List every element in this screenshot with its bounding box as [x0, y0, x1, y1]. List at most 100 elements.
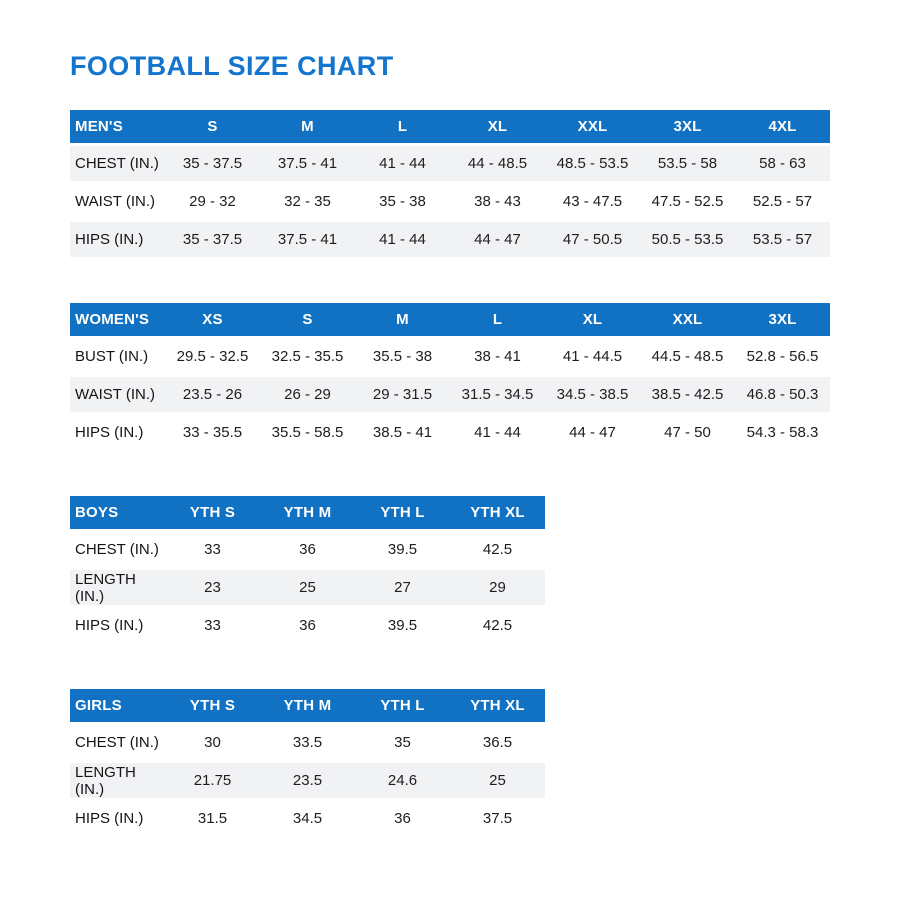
boys-cell-value: 23: [165, 570, 260, 605]
womens-row-label: BUST (IN.): [70, 339, 165, 374]
mens-cell-value: 37.5 - 41: [260, 222, 355, 257]
womens-cell-value: 38 - 41: [450, 339, 545, 374]
boys-cell-value: 25: [260, 570, 355, 605]
womens-cell-value: 35.5 - 58.5: [260, 415, 355, 450]
boys-cell-value: 39.5: [355, 608, 450, 643]
womens-cell-value: 32.5 - 35.5: [260, 339, 355, 374]
mens-cell-value: 35 - 37.5: [165, 222, 260, 257]
boys-cell-value: 33: [165, 532, 260, 567]
mens-col-xxl: XXL: [545, 110, 640, 143]
girls-cell-value: 21.75: [165, 763, 260, 798]
mens-cell-value: 41 - 44: [355, 222, 450, 257]
boys-cell-value: 29: [450, 570, 545, 605]
mens-row-label: WAIST (IN.): [70, 184, 165, 219]
girls-row-label: LENGTH (IN.): [70, 763, 165, 798]
tables-container: MEN'S S M L XL XXL 3XL 4XL CHEST (IN.) 35 - 37.5 3…: [70, 107, 900, 839]
mens-cell-value: 32 - 35: [260, 184, 355, 219]
boys-cell-value: 39.5: [355, 532, 450, 567]
girls-cell-value: 24.6: [355, 763, 450, 798]
womens-cell-value: 52.8 - 56.5: [735, 339, 830, 374]
womens-cell-value: 46.8 - 50.3: [735, 377, 830, 412]
mens-col-s: S: [165, 110, 260, 143]
mens-cell-value: 44 - 47: [450, 222, 545, 257]
womens-cell-value: 41 - 44: [450, 415, 545, 450]
womens-cell-value: 26 - 29: [260, 377, 355, 412]
mens-cell-value: 53.5 - 57: [735, 222, 830, 257]
mens-cell-value: 50.5 - 53.5: [640, 222, 735, 257]
mens-cell-value: 41 - 44: [355, 146, 450, 181]
womens-row-label: HIPS (IN.): [70, 415, 165, 450]
womens-cell-value: 44.5 - 48.5: [640, 339, 735, 374]
girls-table-title: GIRLS: [70, 689, 165, 722]
womens-row-1: BUST (IN.) 29.5 - 32.5 32.5 - 35.5 35.5 - 3…: [70, 339, 830, 374]
womens-cell-value: 44 - 47: [545, 415, 640, 450]
mens-cell-value: 43 - 47.5: [545, 184, 640, 219]
girls-cell-value: 34.5: [260, 801, 355, 836]
girls-cell-value: 31.5: [165, 801, 260, 836]
boys-row-1: CHEST (IN.) 33 36 39.5 42.5: [70, 532, 545, 567]
womens-cell-value: 38.5 - 42.5: [640, 377, 735, 412]
mens-table-title: MEN'S: [70, 110, 165, 143]
mens-row-1: CHEST (IN.) 35 - 37.5 37.5 - 41 41 - 44 44 -…: [70, 146, 830, 181]
boys-col-yth-l: YTH L: [355, 496, 450, 529]
womens-col-m: M: [355, 303, 450, 336]
womens-cell-value: 31.5 - 34.5: [450, 377, 545, 412]
page-title: FOOTBALL SIZE CHART: [70, 51, 394, 81]
girls-col-yth-m: YTH M: [260, 689, 355, 722]
mens-cell-value: 58 - 63: [735, 146, 830, 181]
boys-cell-value: 27: [355, 570, 450, 605]
mens-row-label: HIPS (IN.): [70, 222, 165, 257]
size-table-boys: BOYS YTH S YTH M YTH L YTH XL CHEST (IN.) 33 36…: [70, 493, 545, 646]
womens-row-label: WAIST (IN.): [70, 377, 165, 412]
womens-header-row: WOMEN'S XS S M L XL XXL 3XL: [70, 303, 830, 336]
mens-row-label: CHEST (IN.): [70, 146, 165, 181]
mens-cell-value: 37.5 - 41: [260, 146, 355, 181]
girls-header-row: GIRLS YTH S YTH M YTH L YTH XL: [70, 689, 545, 722]
girls-cell-value: 36.5: [450, 725, 545, 760]
womens-cell-value: 35.5 - 38: [355, 339, 450, 374]
womens-row-2: WAIST (IN.) 23.5 - 26 26 - 29 29 - 31.5 31.5…: [70, 377, 830, 412]
womens-cell-value: 41 - 44.5: [545, 339, 640, 374]
mens-header-row: MEN'S S M L XL XXL 3XL 4XL: [70, 110, 830, 143]
boys-cell-value: 33: [165, 608, 260, 643]
womens-cell-value: 38.5 - 41: [355, 415, 450, 450]
girls-cell-value: 25: [450, 763, 545, 798]
boys-cell-value: 36: [260, 608, 355, 643]
womens-cell-value: 29.5 - 32.5: [165, 339, 260, 374]
womens-cell-value: 29 - 31.5: [355, 377, 450, 412]
womens-col-xxl: XXL: [640, 303, 735, 336]
mens-cell-value: 29 - 32: [165, 184, 260, 219]
womens-cell-value: 33 - 35.5: [165, 415, 260, 450]
womens-cell-value: 47 - 50: [640, 415, 735, 450]
mens-cell-value: 52.5 - 57: [735, 184, 830, 219]
girls-cell-value: 36: [355, 801, 450, 836]
girls-row-label: CHEST (IN.): [70, 725, 165, 760]
womens-col-xs: XS: [165, 303, 260, 336]
mens-cell-value: 48.5 - 53.5: [545, 146, 640, 181]
mens-cell-value: 53.5 - 58: [640, 146, 735, 181]
boys-row-label: LENGTH (IN.): [70, 570, 165, 605]
boys-cell-value: 36: [260, 532, 355, 567]
girls-cell-value: 33.5: [260, 725, 355, 760]
mens-col-xl: XL: [450, 110, 545, 143]
boys-row-label: HIPS (IN.): [70, 608, 165, 643]
mens-col-l: L: [355, 110, 450, 143]
boys-row-label: CHEST (IN.): [70, 532, 165, 567]
size-table-mens: MEN'S S M L XL XXL 3XL 4XL CHEST (IN.) 35 - 37.5 3…: [70, 107, 830, 260]
boys-col-yth-m: YTH M: [260, 496, 355, 529]
boys-row-2: LENGTH (IN.) 23 25 27 29: [70, 570, 545, 605]
boys-col-yth-xl: YTH XL: [450, 496, 545, 529]
boys-cell-value: 42.5: [450, 608, 545, 643]
boys-col-yth-s: YTH S: [165, 496, 260, 529]
boys-cell-value: 42.5: [450, 532, 545, 567]
girls-col-yth-xl: YTH XL: [450, 689, 545, 722]
girls-cell-value: 23.5: [260, 763, 355, 798]
womens-cell-value: 34.5 - 38.5: [545, 377, 640, 412]
girls-col-yth-l: YTH L: [355, 689, 450, 722]
girls-row-label: HIPS (IN.): [70, 801, 165, 836]
girls-cell-value: 35: [355, 725, 450, 760]
mens-cell-value: 35 - 37.5: [165, 146, 260, 181]
womens-cell-value: 23.5 - 26: [165, 377, 260, 412]
boys-table-title: BOYS: [70, 496, 165, 529]
